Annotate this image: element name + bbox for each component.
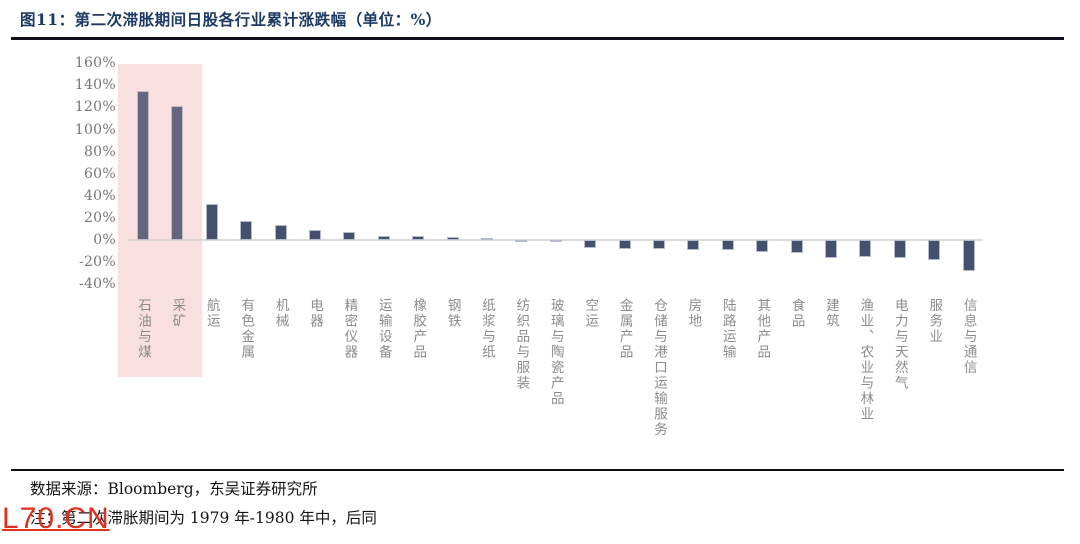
highlight-region-tint [118,64,202,377]
bar [721,240,734,250]
bar [859,240,872,257]
category-label: 电力与天然气 [891,298,908,391]
category-label: 航运 [203,298,220,329]
bar [549,240,562,243]
watermark: L70.CN [2,502,110,535]
bar [756,240,769,253]
category-label: 食品 [788,298,805,329]
y-axis-tick-label: 140% [74,77,116,94]
y-axis-tick-label: 40% [83,187,116,204]
category-label: 信息与通信 [960,298,977,376]
category-label: 陆路运输 [719,298,736,360]
category-label: 钢铁 [444,298,461,329]
category-label: 建筑 [823,298,839,329]
bar [653,240,665,249]
category-label: 采矿 [169,298,186,329]
figure-title-row: 图11：第二次滞胀期间日股各行业累计涨跌幅（单位：%） [20,8,442,30]
bar [446,236,459,240]
category-label: 石油与煤 [135,298,151,360]
y-axis-tick-label: 60% [83,165,116,182]
figure-label: 图11： [20,10,75,29]
bar [928,240,941,260]
bar [274,224,287,240]
category-label: 金属产品 [616,298,633,360]
category-label: 机械 [272,298,289,329]
category-label: 纺织品与服装 [513,298,530,391]
bar [171,106,184,240]
page-title: 第二次滞胀期间日股各行业累计涨跌幅（单位：%） [74,10,442,29]
bar [962,240,975,271]
bar [618,240,631,249]
y-axis-tick-label: 100% [74,121,116,138]
y-axis-tick-label: -40% [78,276,116,293]
bar [825,240,837,258]
category-label: 渔业、农业与林业 [857,298,874,422]
bar [893,240,906,258]
category-label: 仓储与港口运输服务 [651,298,667,438]
bar [481,237,493,240]
category-label: 房地 [685,298,702,329]
bar [309,230,321,240]
category-label: 空运 [582,298,599,329]
footer-rule [11,469,1064,471]
bar [137,90,149,240]
bar [790,240,803,254]
category-label: 纸浆与纸 [479,298,495,360]
bar-chart: 160% 140% 120% 100% 80% 60% 40% 20% 0% -20% -40% 石油… [0,55,1080,467]
bar [377,235,390,240]
y-axis-tick-label: 80% [83,143,116,160]
category-label: 精密仪器 [341,298,358,360]
category-label: 其他产品 [754,298,771,360]
bar [584,240,597,248]
category-label: 电器 [307,298,323,329]
bar [343,232,356,240]
category-label: 橡胶产品 [410,298,427,360]
y-axis-tick-label: 20% [83,209,116,226]
bar [515,240,528,242]
y-axis-tick-label: -20% [78,254,116,271]
bar [205,203,218,240]
category-label: 服务业 [926,298,943,345]
bar [687,240,700,250]
category-label: 有色金属 [238,298,255,360]
y-axis-tick-label: 0% [93,232,116,248]
y-axis-tick-label: 120% [74,99,116,116]
category-label: 运输设备 [375,298,392,360]
bar [412,235,425,240]
y-axis-tick-label: 160% [74,55,116,72]
category-label: 玻璃与陶瓷产品 [547,298,564,407]
data-source-line: 数据来源：Bloomberg，东吴证券研究所 [30,480,318,498]
zero-axis-line [128,239,983,241]
footnote-line: 注：第二次滞胀期间为 1979 年-1980 年中，后同 [30,509,377,527]
bar [240,221,253,240]
highlight-region [118,64,202,377]
title-rule [11,37,1064,40]
